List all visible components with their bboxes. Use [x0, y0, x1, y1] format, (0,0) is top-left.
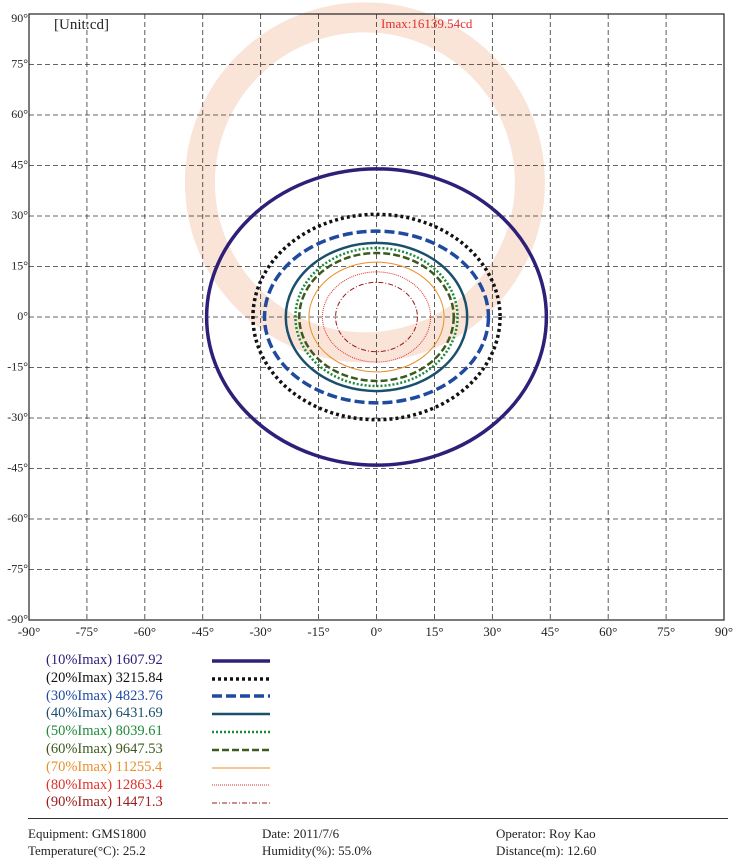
y-tick-label: -60°: [7, 511, 28, 525]
contour-60pct: [298, 251, 455, 383]
legend-swatch: [212, 694, 270, 699]
legend-label: (90%Imax) 14471.3: [46, 794, 163, 811]
x-tick-label: 45°: [541, 624, 559, 639]
y-tick-label: -15°: [7, 360, 28, 374]
y-tick-label: -90°: [7, 612, 28, 626]
y-tick-label: -30°: [7, 410, 28, 424]
imax-label: Imax:16139.54cd: [381, 16, 473, 31]
footer-col-2: Date: 2011/7/6 Humidity(%): 55.0%: [262, 825, 372, 859]
humidity: Humidity(%): 55.0%: [262, 843, 372, 858]
legend-swatch: [212, 730, 270, 734]
x-tick-label: 90°: [715, 624, 733, 639]
legend-swatch: [212, 784, 270, 786]
plot-frame: [28, 13, 725, 621]
legend-label: (10%Imax) 1607.92: [46, 652, 163, 668]
footer-col-3: Operator: Roy Kao Distance(m): 12.60: [496, 825, 596, 859]
legend-swatch: [212, 676, 270, 681]
y-tick-label: 75°: [11, 57, 28, 71]
contour-50pct: [294, 246, 459, 388]
legend-item: (30%Imax) 4823.76: [46, 688, 270, 706]
x-tick-label: -45°: [191, 624, 214, 639]
x-tick-label: -60°: [134, 624, 157, 639]
temperature: Temperature(°C): 25.2: [28, 843, 146, 858]
x-tick-label: -90°: [18, 624, 41, 639]
x-tick-label: 60°: [599, 624, 617, 639]
contour-10pct: [204, 167, 549, 467]
legend-item: (80%Imax) 12863.4: [46, 777, 270, 795]
legend-item: (20%Imax) 3215.84: [46, 670, 270, 688]
y-tick-label: -75°: [7, 562, 28, 576]
contour-90pct: [335, 281, 418, 353]
y-tick-label: 90°: [11, 11, 28, 25]
y-tick-label: 30°: [11, 208, 28, 222]
x-tick-label: -15°: [307, 624, 330, 639]
y-tick-label: 0°: [17, 309, 28, 323]
y-tick-label: 45°: [11, 158, 28, 172]
date: Date: 2011/7/6: [262, 826, 340, 841]
legend: (10%Imax) 1607.92 (20%Imax) 3215.84 (30%Im…: [46, 652, 270, 812]
y-tick-label: 60°: [11, 107, 28, 121]
legend-label: (40%Imax) 6431.69: [46, 705, 163, 722]
legend-swatch: [212, 767, 270, 769]
equipment: Equipment: GMS1800: [28, 826, 147, 841]
x-tick-label: 15°: [425, 624, 443, 639]
contour-80pct: [321, 271, 432, 363]
legend-label: (20%Imax) 3215.84: [46, 669, 163, 686]
legend-label: (30%Imax) 4823.76: [46, 687, 163, 704]
contour-40pct: [284, 241, 469, 393]
contour-20pct: [251, 212, 502, 422]
legend-swatch: [212, 659, 270, 663]
legend-label: (80%Imax) 12863.4: [46, 776, 163, 793]
x-tick-label: -75°: [76, 624, 99, 639]
legend-item: (90%Imax) 14471.3: [46, 794, 270, 812]
unit-label: [Unit:cd]: [54, 17, 109, 33]
distance: Distance(m): 12.60: [496, 843, 597, 858]
legend-label: (70%Imax) 11255.4: [46, 758, 163, 775]
legend-item: (50%Imax) 8039.61: [46, 723, 270, 741]
x-tick-label: 75°: [657, 624, 675, 639]
legend-item: (10%Imax) 1607.92: [46, 652, 270, 670]
legend-swatch: [212, 802, 270, 804]
x-tick-label: 0°: [371, 624, 383, 639]
legend-swatch: [212, 748, 270, 752]
legend-label: (50%Imax) 8039.61: [46, 723, 163, 740]
legend-item: (60%Imax) 9647.53: [46, 741, 270, 759]
legend-label: (60%Imax) 9647.53: [46, 740, 163, 757]
legend-item: (40%Imax) 6431.69: [46, 705, 270, 723]
operator: Operator: Roy Kao: [496, 826, 596, 841]
legend-swatch: [212, 713, 270, 716]
y-tick-label: -45°: [7, 461, 28, 475]
footer: Equipment: GMS1800 Temperature(°C): 25.2…: [28, 818, 728, 858]
watermark-logo: [184, 2, 545, 363]
legend-item: (70%Imax) 11255.4: [46, 759, 270, 777]
y-tick-label: 15°: [11, 259, 28, 273]
x-tick-label: 30°: [483, 624, 501, 639]
x-tick-label: -30°: [249, 624, 272, 639]
contour-70pct: [308, 261, 445, 373]
contour-30pct: [262, 229, 491, 405]
chart-svg: -90° -75° -60° -45° -30° -15° 0° 15° 30° 45° 60° 75…: [7, 2, 733, 639]
footer-col-1: Equipment: GMS1800 Temperature(°C): 25.2: [28, 825, 146, 859]
